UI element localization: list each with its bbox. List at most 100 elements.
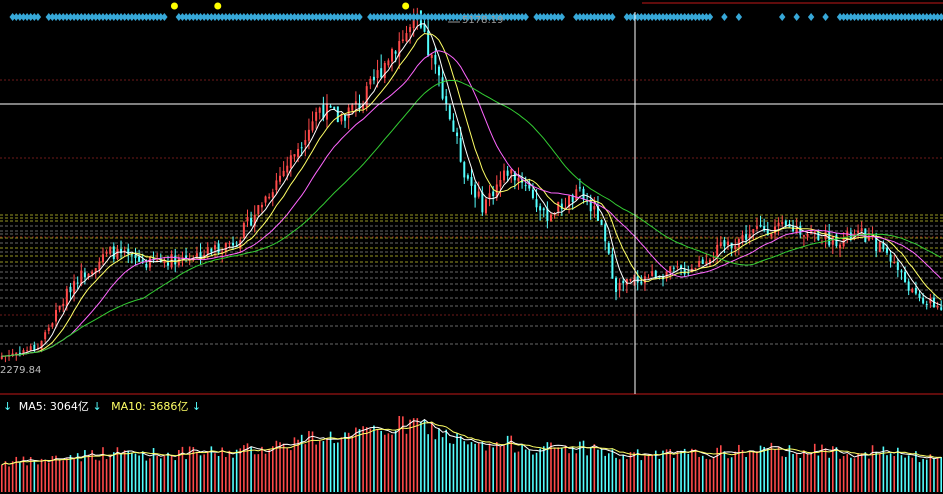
candle-body [383,63,386,79]
signal-diamond [587,13,594,21]
candle-body [896,262,899,270]
signal-diamond [656,13,663,21]
candle-body [250,217,253,226]
candle-body [33,344,36,351]
candle-body [687,272,690,274]
signal-diamond [370,13,378,21]
signal-diamond [688,13,696,21]
candle-body [232,242,235,246]
candle-body [604,224,607,242]
candle-body [712,257,715,259]
signal-diamond [70,13,78,21]
signal-diamond [327,13,334,21]
candle-body [766,229,769,236]
signal-diamond [486,13,493,21]
candle-body [441,77,444,99]
candle-body [148,256,151,268]
volume-legend: ↓ MA5: 3064亿 ↓ MA10: 3686亿 ↓ [3,398,201,414]
signal-diamond [547,13,555,21]
candle-body [47,327,50,332]
candle-body [618,282,621,291]
candle-body [940,307,943,310]
candle-body [492,191,495,197]
signal-diamond [186,13,193,21]
signal-diamond [414,13,421,21]
volume-ma10-line [1,421,942,466]
signal-diamond [244,13,251,21]
candle-body [542,208,545,211]
signal-diamond [912,13,920,21]
signal-diamond [121,13,128,21]
candle-body [69,286,72,293]
candle-body [401,39,404,42]
signal-diamond [197,13,204,21]
candle-body [549,214,552,221]
candle-body [174,255,177,265]
signal-diamond [9,13,16,21]
signal-diamond [190,13,197,21]
candle-body [889,254,892,262]
candle-body [546,208,549,221]
candle-body [268,196,271,199]
signal-diamond [573,13,580,21]
candle-body [806,233,809,237]
candle-body [586,200,589,202]
candle-body [463,162,466,178]
signal-diamond [381,13,388,21]
signal-diamond [280,13,287,21]
candle-body [593,206,596,210]
candle-body [445,96,448,105]
candle-body [325,103,328,120]
candle-body [456,132,459,137]
signal-diamond [479,13,486,21]
signal-diamond [641,13,649,21]
candle-body [282,170,285,177]
signal-diamond [555,13,562,21]
signal-diamond [406,13,414,21]
signal-diamond [461,13,468,21]
signal-diamond [609,13,616,21]
signal-diamond [858,13,865,21]
candle-body [759,224,762,227]
candle-body [156,260,159,262]
candle-body [405,33,408,42]
candle-body [730,243,733,248]
candle-body [369,78,372,85]
candle-body [474,184,477,198]
candle-body [127,248,130,254]
signal-diamond [822,13,829,21]
candle-body [354,101,357,105]
signal-diamond [482,13,490,21]
candle-body [293,154,296,157]
candle-body [134,255,137,258]
candle-body [770,233,773,237]
candle-body [936,305,939,308]
candle-body [553,214,556,216]
signal-diamond [13,13,20,21]
candle-body [15,352,18,355]
candle-body [109,246,112,254]
candle-body [315,112,318,121]
candle-body [51,323,54,327]
signal-diamond [345,13,352,21]
candle-body [795,227,798,233]
signal-diamond [605,13,612,21]
signal-diamond [453,13,461,21]
candle-body [94,267,97,274]
candle-body [737,238,740,248]
candle-body [925,303,928,305]
candle-body [275,180,278,191]
candle-body [658,276,661,278]
candle-body [387,60,390,66]
signal-diamond [139,13,146,21]
candle-body [839,244,842,249]
signal-diamond [316,13,323,21]
signal-diamond [23,13,31,21]
signal-diamond [276,13,284,21]
candle-body [633,277,636,279]
candle-body [365,86,368,108]
candle-body [87,273,90,278]
candle-body [665,271,668,278]
signal-diamond [302,13,309,21]
